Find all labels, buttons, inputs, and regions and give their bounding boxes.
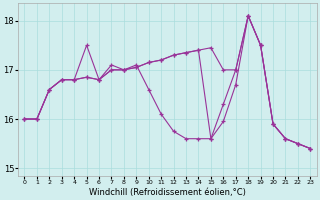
X-axis label: Windchill (Refroidissement éolien,°C): Windchill (Refroidissement éolien,°C) bbox=[89, 188, 246, 197]
